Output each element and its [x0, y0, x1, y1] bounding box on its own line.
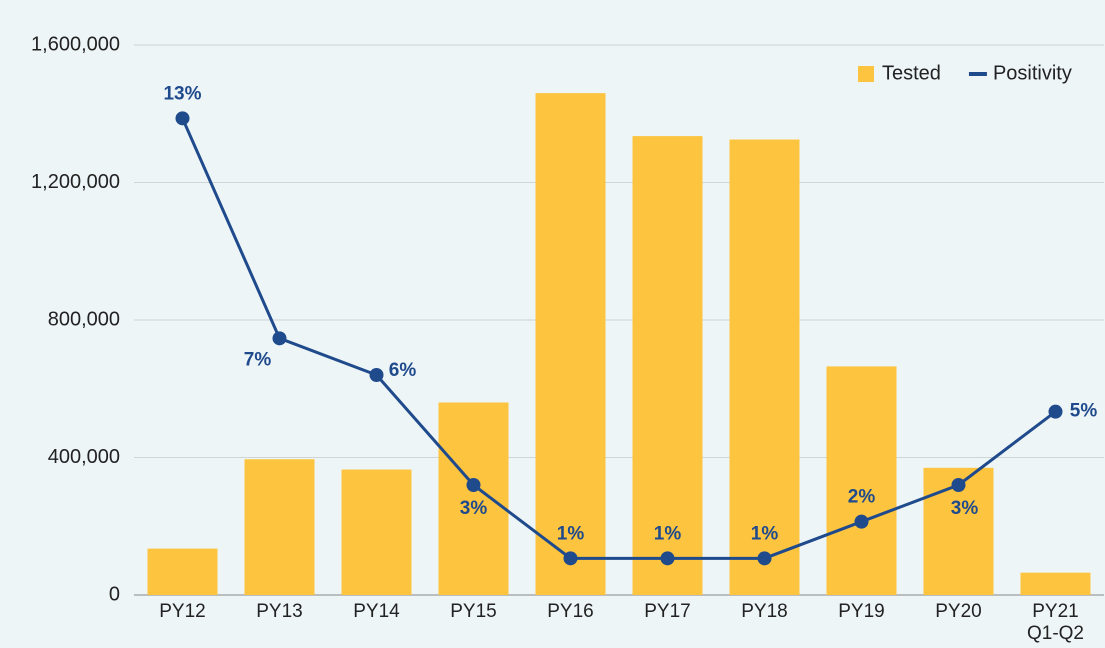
line-point — [175, 111, 190, 126]
line — [181, 117, 1057, 560]
x-tick-label: PY18 — [741, 601, 788, 622]
bar — [438, 402, 509, 595]
line-point — [563, 551, 578, 566]
bar — [729, 139, 800, 595]
y-tick-label: 800,000 — [48, 308, 120, 330]
x-tick-label: PY21 Q1-Q2 — [1026, 601, 1085, 644]
bar — [826, 366, 897, 595]
data-label: 1% — [557, 523, 585, 544]
data-label: 7% — [244, 349, 272, 370]
line-point — [369, 368, 384, 382]
x-tick-label: PY17 — [644, 601, 691, 622]
y-tick-label: 400,000 — [48, 446, 120, 468]
y-tick-label: 0 — [109, 583, 120, 605]
bar — [535, 93, 606, 595]
bar — [341, 469, 412, 595]
bar — [244, 459, 315, 595]
legend-label: Positivity — [993, 62, 1072, 84]
y-tick-label: 1,600,000 — [31, 33, 120, 55]
data-label: 3% — [951, 498, 979, 519]
data-label: 5% — [1070, 401, 1098, 422]
line-point — [854, 514, 869, 529]
line-point — [757, 551, 772, 566]
data-label: 6% — [389, 360, 417, 381]
line-point — [466, 478, 481, 492]
line-point — [660, 551, 675, 566]
data-label: 3% — [460, 498, 488, 519]
y-tick-label: 1,200,000 — [31, 171, 120, 193]
x-tick-label: PY15 — [450, 601, 497, 622]
line-point — [272, 331, 287, 346]
legend-label: Tested — [882, 62, 941, 84]
legend-swatch — [858, 66, 874, 82]
bar — [1020, 572, 1091, 595]
x-tick-label: PY20 — [935, 601, 982, 622]
data-label: 1% — [654, 523, 682, 544]
bar — [632, 136, 703, 595]
bar — [147, 548, 218, 595]
line-point — [951, 478, 966, 492]
x-tick-label: PY13 — [256, 601, 303, 622]
x-tick-label: PY16 — [547, 601, 594, 622]
x-tick-label: PY12 — [159, 601, 206, 622]
x-tick-label: PY14 — [353, 601, 400, 622]
data-label: 13% — [163, 83, 201, 104]
data-label: 1% — [751, 523, 779, 544]
x-tick-label: PY19 — [838, 601, 885, 622]
data-label: 2% — [848, 487, 876, 508]
line-point — [1048, 404, 1063, 419]
